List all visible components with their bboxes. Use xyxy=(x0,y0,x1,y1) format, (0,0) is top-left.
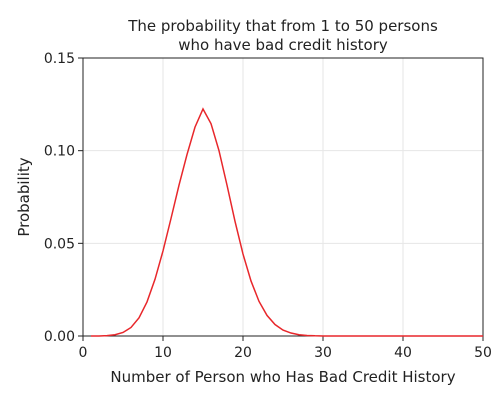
x-tick-label: 30 xyxy=(314,345,332,361)
x-tick-label: 40 xyxy=(394,345,412,361)
probability-line xyxy=(91,107,483,337)
y-tick-label: 0.15 xyxy=(44,51,75,67)
axis-ticks: 0 10 20 30 40 50 0.00 0.05 0.10 0.15 xyxy=(44,51,492,361)
y-tick-label: 0.10 xyxy=(44,144,75,160)
y-axis-label: Probability xyxy=(15,157,33,236)
y-tick-label: 0.05 xyxy=(44,236,75,252)
x-tick-label: 10 xyxy=(154,345,172,361)
x-tick-label: 20 xyxy=(234,345,252,361)
x-tick-label: 50 xyxy=(474,345,492,361)
grid-lines xyxy=(83,58,483,336)
chart-title-line-1: The probability that from 1 to 50 person… xyxy=(127,17,438,35)
plot-frame xyxy=(82,57,484,337)
chart-title-line-2: who have bad credit history xyxy=(178,36,388,54)
x-tick-label: 0 xyxy=(79,345,88,361)
x-axis-label: Number of Person who Has Bad Credit Hist… xyxy=(110,368,455,386)
y-tick-label: 0.00 xyxy=(44,329,75,345)
